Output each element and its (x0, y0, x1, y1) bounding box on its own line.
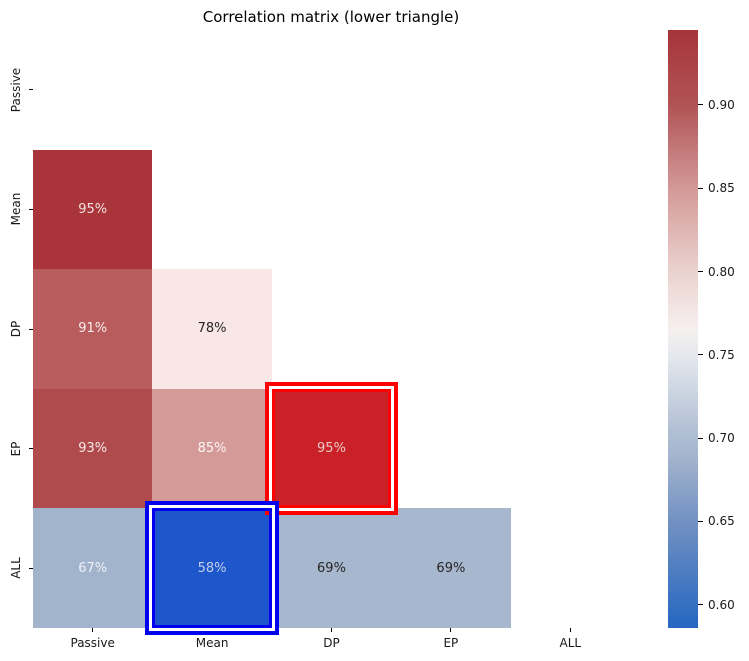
x-axis-tick-ep (450, 628, 452, 632)
colorbar-tick-label-0.85: 0.85 (708, 181, 735, 196)
y-tick-label-passive: Passive (9, 67, 23, 112)
colorbar-tick-label-0.75: 0.75 (708, 347, 735, 362)
colorbar-tick-label-0.80: 0.80 (708, 264, 735, 279)
blue-highlight-box (152, 508, 272, 628)
heatmap-cell-mean-passive: 95% (33, 149, 153, 270)
colorbar-tick-label-0.70: 0.70 (708, 431, 735, 446)
x-tick-label-mean: Mean (195, 636, 229, 650)
x-tick-label-passive: Passive (70, 636, 115, 650)
y-axis-tick-ep (29, 448, 33, 450)
colorbar-tick-0.65 (698, 520, 703, 522)
y-tick-label-dp: DP (9, 320, 23, 338)
colorbar-tick-0.60 (698, 604, 703, 606)
chart-title: Correlation matrix (lower triangle) (202, 8, 460, 26)
cell-value-label: 67% (78, 560, 108, 576)
x-axis-tick-mean (211, 628, 213, 632)
heatmap-cell-all-dp: 69% (271, 508, 392, 628)
colorbar-tick-label-0.65: 0.65 (708, 514, 735, 529)
colorbar-tick-0.90 (698, 104, 703, 106)
y-axis-tick-dp (29, 328, 33, 330)
cell-value-label: 95% (78, 201, 108, 217)
cell-value-label: 91% (78, 321, 108, 337)
heatmap-cell-dp-passive: 91% (33, 269, 153, 389)
heatmap-cell-dp-mean: 78% (152, 269, 272, 389)
colorbar-tick-0.70 (698, 437, 703, 439)
y-axis-tick-mean (29, 208, 33, 210)
x-axis-tick-passive (92, 628, 94, 632)
colorbar-tick-0.80 (698, 271, 703, 273)
cell-value-label: 58% (197, 560, 227, 576)
colorbar (668, 30, 698, 628)
x-tick-label-ep: EP (443, 636, 459, 650)
red-highlight-box (271, 388, 392, 509)
cell-value-label: 85% (197, 441, 227, 457)
colorbar-tick-0.75 (698, 354, 703, 356)
heatmap-cell-all-mean: 58% (152, 508, 272, 628)
cell-value-label: 69% (436, 560, 466, 576)
x-axis-tick-dp (331, 628, 332, 632)
y-tick-label-ep: EP (9, 441, 23, 457)
heatmap-cell-all-ep: 69% (391, 508, 511, 628)
y-axis-tick-passive (29, 89, 33, 91)
cell-value-label: 78% (197, 321, 227, 337)
heatmap-plot-area: 95% 91% 78% 93% 85% 95% 67% 58% 69% 69% Passive Mea… (9, 30, 630, 650)
colorbar-tick-label-0.60: 0.60 (708, 597, 735, 612)
x-tick-label-all: ALL (559, 636, 582, 650)
y-tick-label-all: ALL (9, 557, 23, 579)
heatmap-cell-ep-passive: 93% (33, 388, 153, 509)
y-tick-label-mean: Mean (9, 193, 23, 226)
heatmap-cell-all-passive: 67% (33, 508, 153, 628)
cell-value-label: 93% (78, 441, 108, 457)
x-axis-tick-all (569, 628, 571, 632)
heatmap-cell-ep-dp: 95% (271, 388, 392, 509)
y-axis-tick-all (29, 567, 33, 569)
cell-value-label: 95% (317, 441, 346, 457)
x-tick-label-dp: DP (323, 636, 340, 650)
heatmap-cell-ep-mean: 85% (152, 388, 272, 509)
colorbar-tick-0.85 (698, 187, 703, 189)
colorbar-tick-label-0.90: 0.90 (708, 97, 735, 112)
cell-value-label: 69% (317, 560, 346, 576)
